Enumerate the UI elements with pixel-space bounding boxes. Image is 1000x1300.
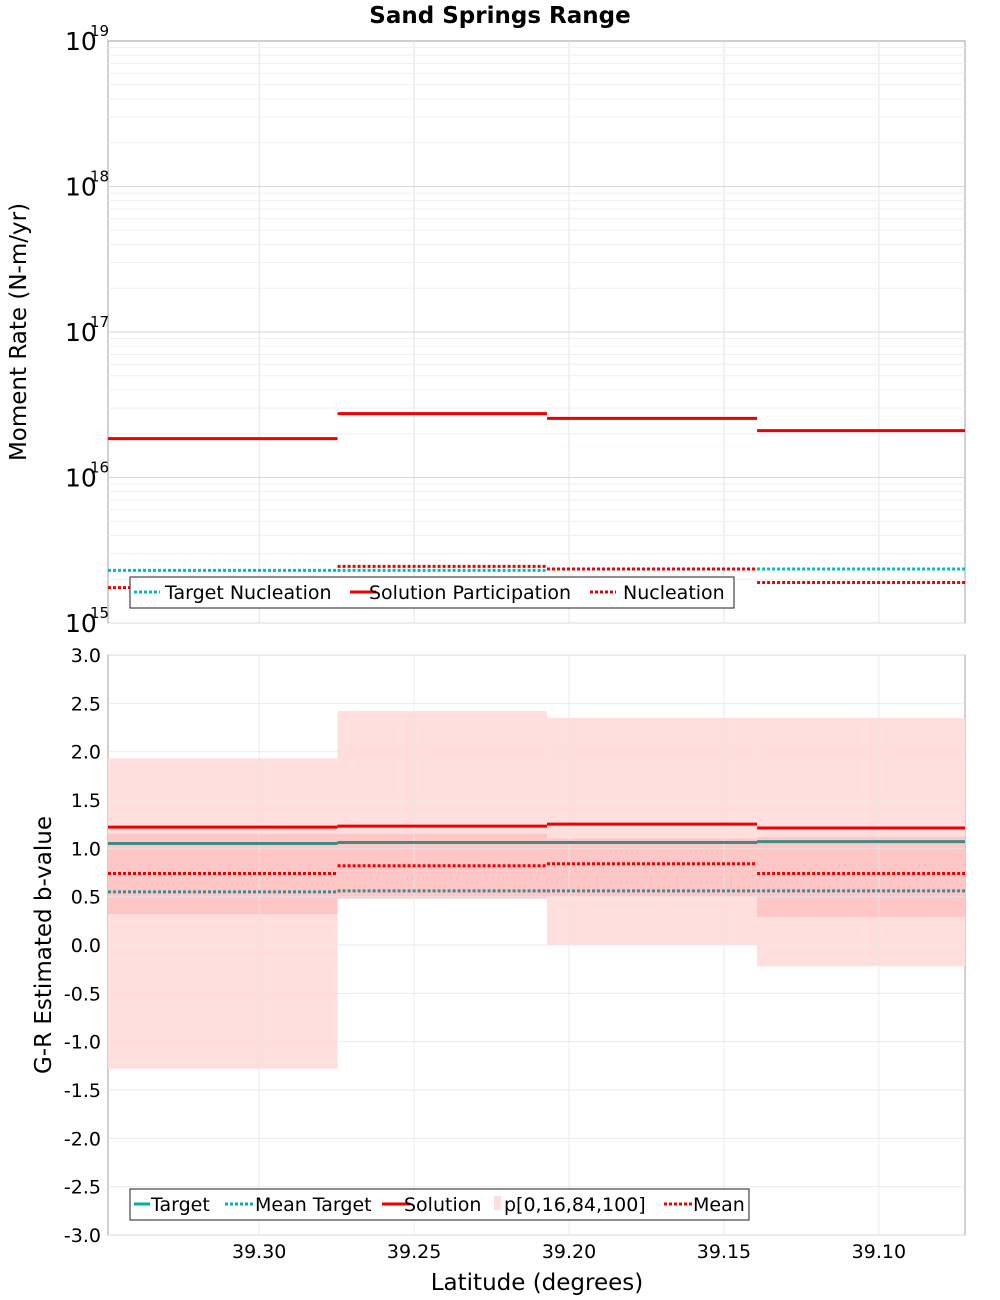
b-value-legend-swatch xyxy=(494,1196,501,1210)
b-value-y-tick-label: -3.0 xyxy=(64,1225,101,1247)
b-value-legend: Target Mean Target Solution p[0,16,84,100] M… xyxy=(129,1188,750,1221)
moment-y-tick-base: 10 xyxy=(65,27,97,56)
b-value-y-tick-label: -1.5 xyxy=(64,1080,101,1102)
b-value-y-tick-label: -2.0 xyxy=(64,1128,101,1150)
moment-y-axis-label: Moment Rate (N-m/yr) xyxy=(6,203,32,461)
b-value-grid xyxy=(108,654,965,1236)
x-ticks: 39.30 39.25 39.20 39.15 39.10 xyxy=(232,1241,906,1263)
moment-legend: Target Nucleation Solution Participation N… xyxy=(129,576,735,609)
b-value-band-inner xyxy=(337,833,548,899)
moment-grid xyxy=(108,41,965,624)
moment-y-tick-exp: 16 xyxy=(90,459,109,477)
b-value-legend-label: Target xyxy=(150,1194,210,1216)
b-value-series xyxy=(108,822,965,894)
x-tick-label: 39.25 xyxy=(387,1241,441,1263)
b-value-y-tick-label: 1.5 xyxy=(71,790,101,812)
moment-y-tick-base: 10 xyxy=(65,609,97,638)
moment-y-tick-base: 10 xyxy=(65,318,97,347)
b-value-band-inner xyxy=(547,838,758,897)
x-axis-label: Latitude (degrees) xyxy=(431,1270,644,1296)
b-value-legend-label: Mean Target xyxy=(255,1194,372,1216)
b-value-band-inner xyxy=(757,836,965,917)
moment-legend-label: Nucleation xyxy=(623,582,725,604)
b-value-y-tick-label: 3.0 xyxy=(71,645,101,667)
b-value-y-tick-label: 2.0 xyxy=(71,742,101,764)
moment-y-tick-exp: 17 xyxy=(90,313,109,331)
b-value-legend-label: Solution xyxy=(404,1194,481,1216)
b-value-legend-label: Mean xyxy=(693,1194,745,1216)
b-value-legend-box xyxy=(129,1188,750,1221)
b-value-y-tick-label: 0.5 xyxy=(71,887,101,909)
b-value-y-axis-label: G-R Estimated b-value xyxy=(31,816,57,1074)
b-value-y-ticks: 3.0 2.5 2.0 1.5 1.0 0.5 0.0 -0.5 -1.0 -1.5 -2.0 -2.… xyxy=(64,645,101,1247)
moment-y-tick-exp: 19 xyxy=(90,22,109,40)
moment-y-tick-base: 10 xyxy=(65,464,97,493)
b-value-y-tick-label: -0.5 xyxy=(64,983,101,1005)
moment-legend-label: Target Nucleation xyxy=(164,582,332,604)
b-value-panel: 3.0 2.5 2.0 1.5 1.0 0.5 0.0 -0.5 -1.0 -1.5 -2.0 -2.… xyxy=(31,645,966,1296)
b-value-legend-label: p[0,16,84,100] xyxy=(504,1194,646,1216)
moment-legend-label: Solution Participation xyxy=(369,582,571,604)
b-value-y-tick-label: 1.0 xyxy=(71,838,101,860)
b-value-y-tick-label: 2.5 xyxy=(71,693,101,715)
x-tick-label: 39.30 xyxy=(232,1241,286,1263)
b-value-y-tick-label: -2.5 xyxy=(64,1177,101,1199)
x-tick-label: 39.20 xyxy=(542,1241,596,1263)
b-value-y-tick-label: 0.0 xyxy=(71,935,101,957)
moment-y-tick-exp: 15 xyxy=(90,604,109,622)
x-tick-label: 39.15 xyxy=(697,1241,751,1263)
chart-title: Sand Springs Range xyxy=(369,3,630,29)
moment-y-tick-exp: 18 xyxy=(90,168,109,186)
b-value-band-outer xyxy=(547,717,758,945)
moment-y-tick-base: 10 xyxy=(65,173,97,202)
x-tick-label: 39.10 xyxy=(852,1241,906,1263)
b-value-y-tick-label: -1.0 xyxy=(64,1032,101,1054)
moment-legend-box xyxy=(129,576,735,609)
